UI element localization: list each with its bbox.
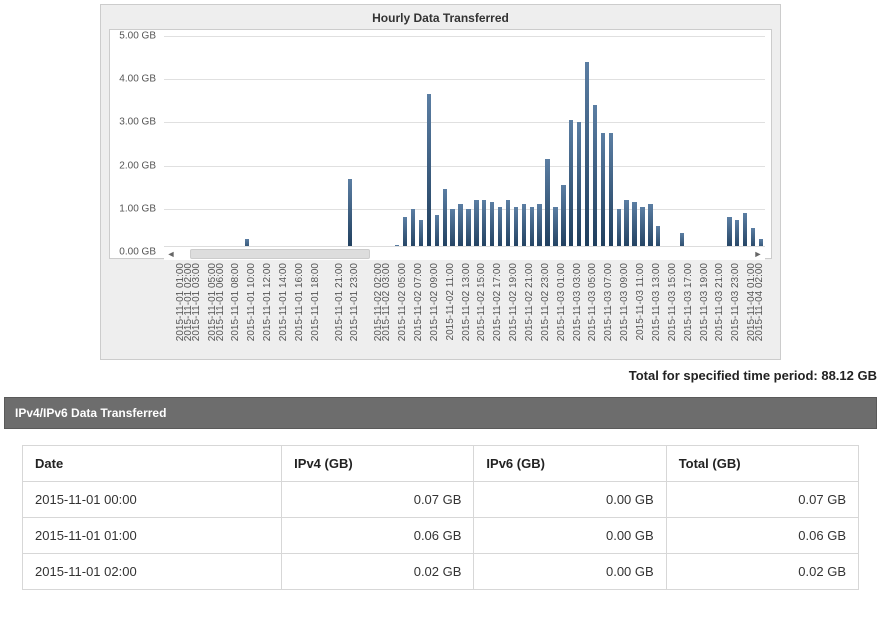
x-tick-label: 2015-11-01 21:00 <box>334 263 345 341</box>
x-tick-label: 2015-11-03 05:00 <box>587 263 598 341</box>
bar[interactable] <box>577 122 581 252</box>
bar[interactable] <box>569 120 573 252</box>
x-tick-label: 2015-11-02 15:00 <box>476 263 487 341</box>
table-row: 2015-11-01 02:000.02 GB0.00 GB0.02 GB <box>23 554 859 590</box>
x-tick-label: 2015-11-01 06:00 <box>215 263 226 341</box>
x-tick-label: 2015-11-01 03:00 <box>191 263 202 341</box>
bar[interactable] <box>427 94 431 252</box>
cell-ipv6: 0.00 GB <box>474 518 666 554</box>
cell-date: 2015-11-01 00:00 <box>23 482 282 518</box>
cell-date: 2015-11-01 01:00 <box>23 518 282 554</box>
bar[interactable] <box>537 204 541 252</box>
x-axis-labels: 2015-11-01 01:002015-11-01 02:002015-11-… <box>163 259 766 351</box>
x-tick-label: 2015-11-02 17:00 <box>492 263 503 341</box>
x-tick-label: 2015-11-02 19:00 <box>508 263 519 341</box>
table-wrap: Date IPv4 (GB) IPv6 (GB) Total (GB) 2015… <box>4 429 877 590</box>
x-tick-label: 2015-11-01 23:00 <box>349 263 360 341</box>
bar[interactable] <box>545 159 549 252</box>
scroll-thumb[interactable] <box>190 249 370 259</box>
bar[interactable] <box>561 185 565 252</box>
x-tick-label: 2015-11-01 08:00 <box>230 263 241 341</box>
cell-ipv6: 0.00 GB <box>474 482 666 518</box>
gridline <box>164 122 765 123</box>
x-tick-label: 2015-11-03 01:00 <box>556 263 567 341</box>
x-tick-label: 2015-11-03 15:00 <box>667 263 678 341</box>
bar[interactable] <box>648 204 652 252</box>
bar[interactable] <box>609 133 613 252</box>
cell-ipv4: 0.06 GB <box>282 518 474 554</box>
cell-ipv6: 0.00 GB <box>474 554 666 590</box>
chart-scrollbar[interactable]: ◄ ► <box>164 246 765 260</box>
bar[interactable] <box>490 202 494 252</box>
cell-total: 0.02 GB <box>666 554 858 590</box>
y-tick-label: 1.00 GB <box>119 203 156 214</box>
chart-title: Hourly Data Transferred <box>109 11 772 25</box>
x-tick-label: 2015-11-03 09:00 <box>619 263 630 341</box>
x-tick-label: 2015-11-02 11:00 <box>445 263 456 340</box>
bar[interactable] <box>593 105 597 252</box>
bar[interactable] <box>506 200 510 252</box>
x-tick-label: 2015-11-02 09:00 <box>429 263 440 341</box>
gridline <box>164 166 765 167</box>
y-tick-label: 2.00 GB <box>119 160 156 171</box>
y-tick-label: 4.00 GB <box>119 74 156 85</box>
gridline <box>164 79 765 80</box>
gridline <box>164 209 765 210</box>
table-row: 2015-11-01 00:000.07 GB0.00 GB0.07 GB <box>23 482 859 518</box>
x-tick-label: 2015-11-04 02:00 <box>754 263 765 341</box>
x-tick-label: 2015-11-01 16:00 <box>294 263 305 341</box>
table-section-header: IPv4/IPv6 Data Transferred <box>4 397 877 429</box>
table-header-row: Date IPv4 (GB) IPv6 (GB) Total (GB) <box>23 446 859 482</box>
x-tick-label: 2015-11-02 13:00 <box>461 263 472 341</box>
bar[interactable] <box>632 202 636 252</box>
col-date: Date <box>23 446 282 482</box>
bar[interactable] <box>458 204 462 252</box>
bar[interactable] <box>585 62 589 252</box>
chart-area: 0.00 GB 1.00 GB 2.00 GB 3.00 GB 4.00 GB 5.00 … <box>109 29 772 259</box>
x-tick-label: 2015-11-02 07:00 <box>413 263 424 341</box>
y-tick-label: 0.00 GB <box>119 247 156 258</box>
x-tick-label: 2015-11-02 05:00 <box>397 263 408 341</box>
x-tick-label: 2015-11-03 21:00 <box>714 263 725 341</box>
x-tick-label: 2015-11-03 13:00 <box>651 263 662 341</box>
total-summary: Total for specified time period: 88.12 G… <box>0 368 877 383</box>
bar[interactable] <box>474 200 478 252</box>
x-tick-label: 2015-11-03 17:00 <box>683 263 694 341</box>
chart-plot <box>164 36 765 250</box>
cell-ipv4: 0.02 GB <box>282 554 474 590</box>
x-tick-label: 2015-11-02 03:00 <box>381 263 392 341</box>
cell-date: 2015-11-01 02:00 <box>23 554 282 590</box>
x-tick-label: 2015-11-03 19:00 <box>699 263 710 341</box>
col-ipv4: IPv4 (GB) <box>282 446 474 482</box>
x-tick-label: 2015-11-03 07:00 <box>603 263 614 341</box>
bar[interactable] <box>443 189 447 252</box>
x-tick-label: 2015-11-01 18:00 <box>310 263 321 341</box>
data-table: Date IPv4 (GB) IPv6 (GB) Total (GB) 2015… <box>22 445 859 590</box>
cell-total: 0.06 GB <box>666 518 858 554</box>
x-tick-label: 2015-11-02 21:00 <box>524 263 535 341</box>
bar[interactable] <box>601 133 605 252</box>
x-tick-label: 2015-11-03 23:00 <box>730 263 741 341</box>
bar[interactable] <box>482 200 486 252</box>
table-row: 2015-11-01 01:000.06 GB0.00 GB0.06 GB <box>23 518 859 554</box>
y-tick-label: 3.00 GB <box>119 117 156 128</box>
y-tick-label: 5.00 GB <box>119 31 156 42</box>
y-axis-ticks: 0.00 GB 1.00 GB 2.00 GB 3.00 GB 4.00 GB 5.00 … <box>110 30 160 260</box>
x-tick-label: 2015-11-02 23:00 <box>540 263 551 341</box>
bar[interactable] <box>522 204 526 252</box>
col-total: Total (GB) <box>666 446 858 482</box>
col-ipv6: IPv6 (GB) <box>474 446 666 482</box>
x-tick-label: 2015-11-01 12:00 <box>262 263 273 341</box>
x-tick-label: 2015-11-01 14:00 <box>278 263 289 341</box>
x-tick-label: 2015-11-03 03:00 <box>572 263 583 341</box>
chart-panel: Hourly Data Transferred 0.00 GB 1.00 GB 2.… <box>100 4 781 360</box>
gridline <box>164 36 765 37</box>
x-tick-label: 2015-11-01 10:00 <box>246 263 257 341</box>
cell-total: 0.07 GB <box>666 482 858 518</box>
bar[interactable] <box>624 200 628 252</box>
cell-ipv4: 0.07 GB <box>282 482 474 518</box>
bar[interactable] <box>348 179 352 252</box>
x-tick-label: 2015-11-03 11:00 <box>635 263 646 340</box>
